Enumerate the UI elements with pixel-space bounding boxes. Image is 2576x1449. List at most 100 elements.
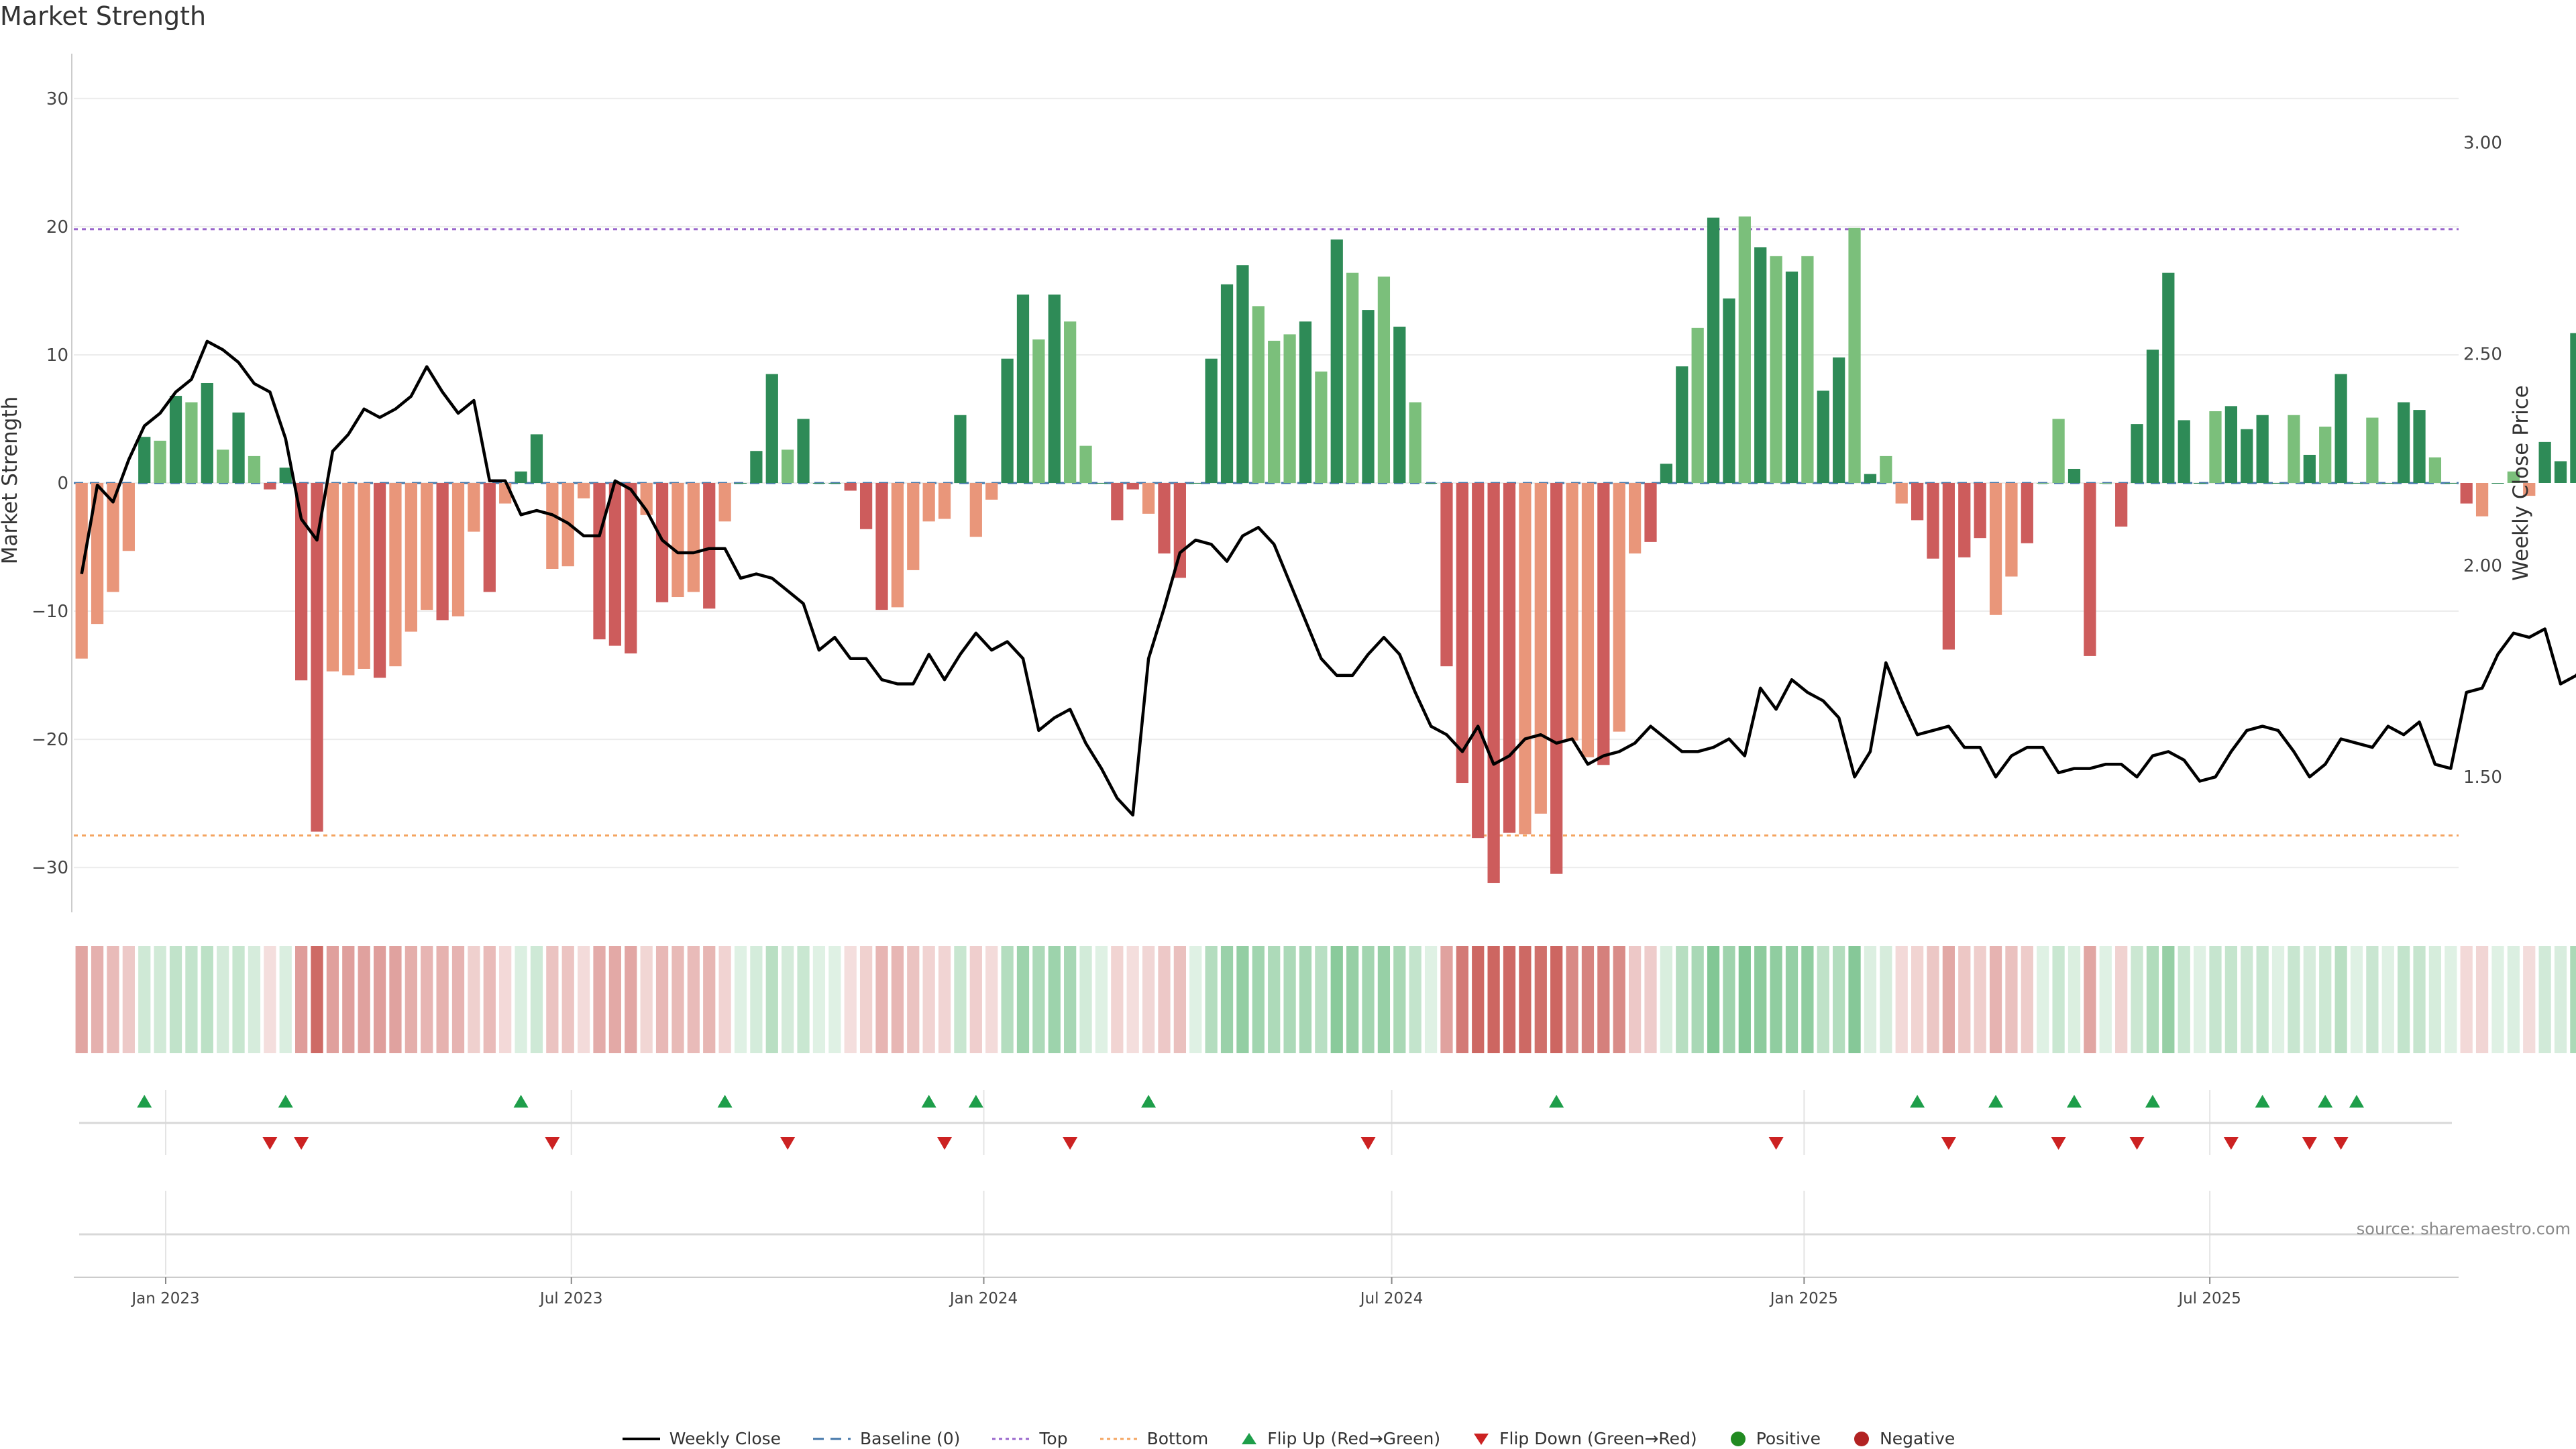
strength-bar xyxy=(122,483,135,551)
strength-heat-cell xyxy=(985,946,998,1053)
y-tick-label: 10 xyxy=(46,345,68,366)
strength-heat-cell xyxy=(1424,946,1438,1053)
strength-heat-cell xyxy=(530,946,543,1053)
strength-heat-cell xyxy=(1032,946,1045,1053)
strength-bar xyxy=(1016,294,1030,483)
legend-item-top: Top xyxy=(991,1429,1068,1448)
strength-bar xyxy=(687,483,700,592)
strength-heat-cell xyxy=(1079,946,1092,1053)
strength-bar xyxy=(1158,483,1171,554)
strength-heat-cell xyxy=(625,946,637,1053)
flip-up-marker xyxy=(2255,1095,2270,1108)
flip-up-marker xyxy=(278,1095,293,1108)
strength-bar xyxy=(2413,410,2426,483)
legend-symbol-icon xyxy=(1239,1431,1259,1447)
strength-bar xyxy=(1644,483,1657,542)
strength-bar xyxy=(358,483,370,669)
strength-heat-cell xyxy=(1660,946,1673,1053)
strength-bar xyxy=(389,483,402,667)
strength-heat-cell xyxy=(436,946,449,1053)
strength-bar xyxy=(1142,483,1155,514)
strength-bar xyxy=(154,440,166,483)
y-tick-label: −20 xyxy=(32,730,68,750)
flip-down-marker xyxy=(1063,1137,1078,1150)
strength-heat-cell xyxy=(373,946,386,1053)
flip-up-marker xyxy=(2349,1095,2364,1108)
strength-heat-cell xyxy=(640,946,653,1053)
y-tick-label: −30 xyxy=(32,858,68,878)
strength-bar xyxy=(750,451,763,483)
strength-heat-cell xyxy=(1126,946,1139,1053)
strength-bar xyxy=(672,483,684,598)
strength-bar xyxy=(342,483,355,676)
strength-heat-cell xyxy=(2460,946,2473,1053)
strength-heat-cell xyxy=(1268,946,1281,1053)
flip-up-marker xyxy=(921,1095,936,1108)
strength-bar xyxy=(2381,483,2394,484)
y2-tick-label: 2.50 xyxy=(2463,345,2502,365)
strength-bar xyxy=(2428,457,2442,483)
strength-bar xyxy=(1833,357,1845,483)
strength-heat-cell xyxy=(326,946,339,1053)
strength-bar xyxy=(1315,371,1328,483)
strength-bar xyxy=(718,483,731,522)
strength-heat-cell xyxy=(217,946,229,1053)
strength-heat-cell xyxy=(2288,946,2300,1053)
flip-down-marker xyxy=(2302,1137,2317,1150)
strength-bar xyxy=(2334,374,2347,483)
strength-heat-cell xyxy=(451,946,465,1053)
strength-bar xyxy=(1252,306,1265,483)
strength-bar xyxy=(1801,256,1814,483)
strength-heat-cell xyxy=(1895,946,1908,1053)
y-tick-label: 30 xyxy=(46,89,68,109)
strength-heat-cell xyxy=(279,946,292,1053)
strength-bar xyxy=(1346,272,1359,483)
strength-heat-cell xyxy=(2099,946,2112,1053)
strength-bar xyxy=(2460,483,2473,504)
strength-bar xyxy=(1770,256,1782,483)
y-tick-label: 20 xyxy=(46,217,68,237)
strength-bar xyxy=(844,483,857,491)
strength-bar xyxy=(1126,483,1139,490)
strength-bar xyxy=(2099,483,2112,484)
strength-heat-cell xyxy=(107,946,119,1053)
strength-bar xyxy=(1534,483,1547,814)
strength-bar xyxy=(782,449,794,483)
strength-bar xyxy=(1236,265,1249,483)
strength-bar xyxy=(2523,483,2536,496)
strength-bar xyxy=(1048,294,1061,483)
x-tick-label: Jul 2024 xyxy=(1359,1290,1424,1307)
strength-bar xyxy=(1738,216,1751,483)
strength-heat-cell xyxy=(1472,946,1485,1053)
strength-heat-cell xyxy=(1723,946,1735,1053)
strength-bar xyxy=(311,483,323,832)
strength-heat-cell xyxy=(405,946,417,1053)
strength-heat-cell xyxy=(2398,946,2410,1053)
strength-bar xyxy=(248,455,261,483)
strength-heat-cell xyxy=(2068,946,2081,1053)
strength-heat-cell xyxy=(1346,946,1359,1053)
strength-bar xyxy=(1880,455,1892,483)
strength-heat-cell xyxy=(2131,946,2143,1053)
strength-heat-cell xyxy=(1189,946,1202,1053)
strength-bar xyxy=(1958,483,1971,557)
strength-heat-cell xyxy=(1393,946,1406,1053)
strength-bar xyxy=(608,483,622,646)
strength-bar xyxy=(1111,483,1124,521)
strength-heat-cell xyxy=(75,946,88,1053)
strength-bar xyxy=(530,434,543,483)
legend-label: Negative xyxy=(1880,1429,1955,1448)
strength-heat-cell xyxy=(201,946,213,1053)
strength-bar xyxy=(2178,420,2190,483)
strength-heat-cell xyxy=(2413,946,2426,1053)
strength-bar xyxy=(1330,239,1343,483)
strength-bar xyxy=(1754,247,1767,483)
strength-bar xyxy=(169,396,182,483)
legend-item-bottom: Bottom xyxy=(1099,1429,1208,1448)
strength-bar xyxy=(1519,483,1532,835)
strength-bar xyxy=(1581,483,1595,757)
strength-bar xyxy=(922,483,935,522)
strength-heat-cell xyxy=(1550,946,1563,1053)
y2-axis-title: Weekly Close Price xyxy=(2509,385,2533,581)
strength-bar xyxy=(797,419,810,483)
